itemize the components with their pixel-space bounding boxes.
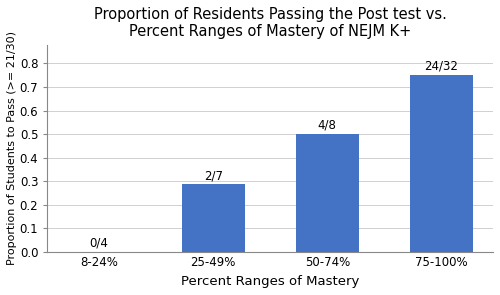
Y-axis label: Proportion of Students to Pass (>= 21/30): Proportion of Students to Pass (>= 21/30… [7, 31, 17, 265]
Bar [410, 75, 473, 252]
Bar [296, 134, 358, 252]
Text: 2/7: 2/7 [204, 169, 223, 182]
X-axis label: Percent Ranges of Mastery: Percent Ranges of Mastery [181, 275, 360, 288]
Bar [182, 184, 244, 252]
Text: 0/4: 0/4 [90, 236, 108, 249]
Text: 4/8: 4/8 [318, 119, 336, 132]
Text: 24/32: 24/32 [424, 60, 458, 73]
Title: Proportion of Residents Passing the Post test vs.
Percent Ranges of Mastery of N: Proportion of Residents Passing the Post… [94, 7, 447, 39]
